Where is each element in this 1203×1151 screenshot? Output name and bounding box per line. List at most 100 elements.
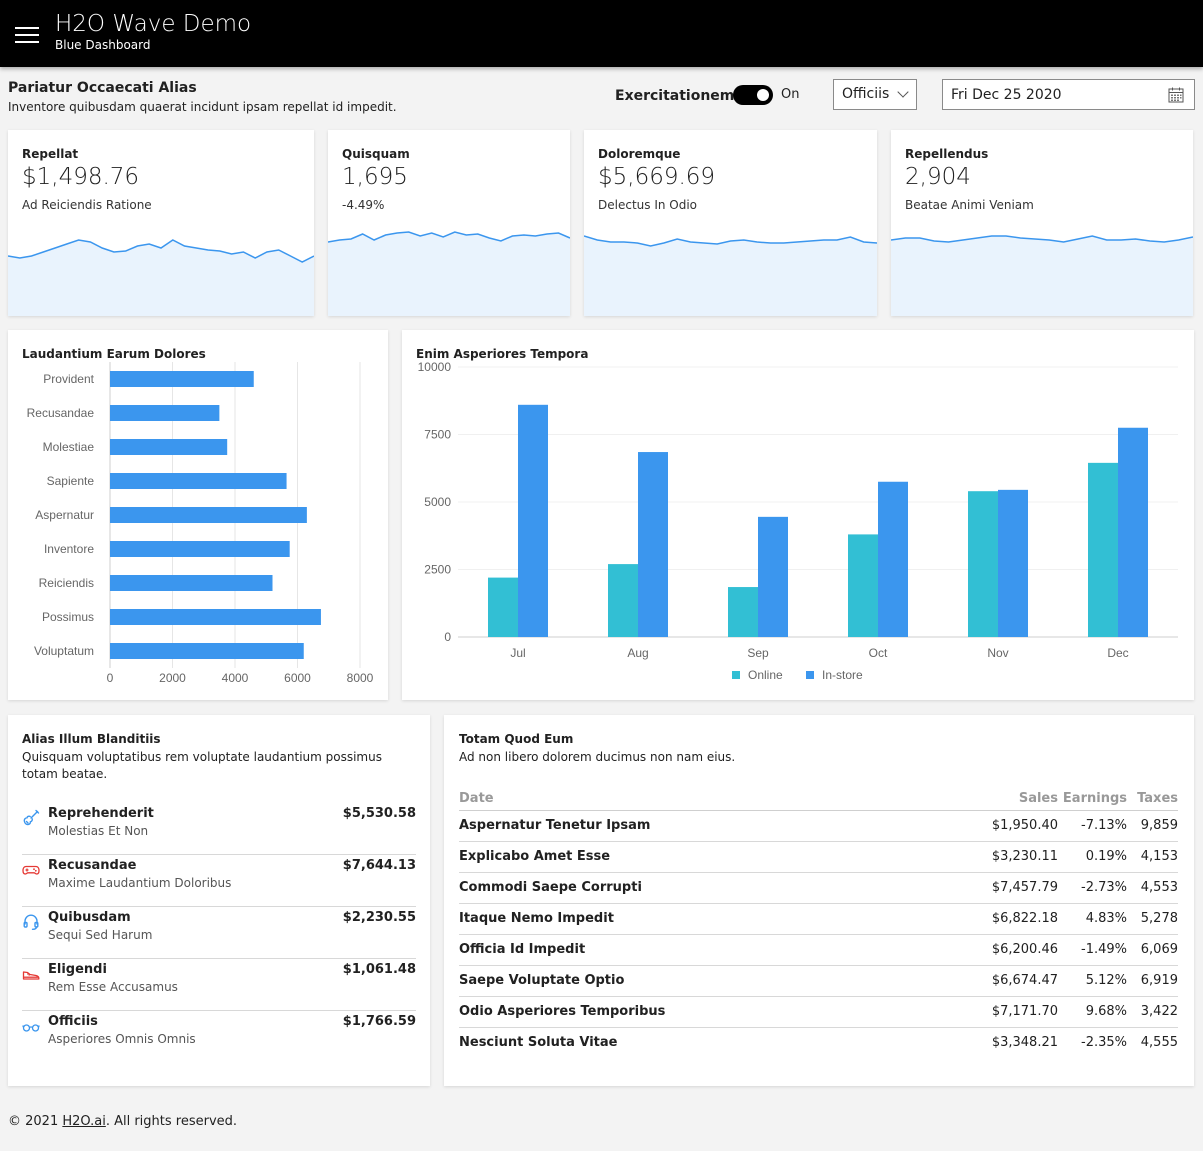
cell-earnings: -2.73%	[1058, 872, 1127, 904]
list-item[interactable]: Recusandae Maxime Laudantium Doloribus $…	[22, 855, 416, 907]
list-item[interactable]: Quibusdam Sequi Sed Harum $2,230.55	[22, 907, 416, 959]
bar[interactable]	[110, 371, 254, 387]
list-item[interactable]: Reprehenderit Molestias Et Non $5,530.58	[22, 803, 416, 855]
calendar-icon[interactable]	[1168, 87, 1184, 103]
y-tick-label: 5000	[424, 495, 451, 509]
list-item-caption: Sequi Sed Harum	[48, 928, 153, 942]
stat-card-doloremque: Doloremque $5,669.69 Delectus In Odio	[584, 130, 877, 316]
hbar-chart-card: Laudantium Earum Dolores 0 2000 4000 6000 80…	[8, 330, 388, 700]
stat-aux: Ad Reiciendis Ratione	[22, 198, 152, 212]
list-item-title: Quibusdam	[48, 910, 131, 925]
app-subtitle: Blue Dashboard	[55, 38, 151, 52]
cell-sales: $1,950.40	[968, 810, 1058, 842]
cell-earnings: 9.68%	[1058, 996, 1127, 1028]
list-item[interactable]: Eligendi Rem Esse Accusamus $1,061.48	[22, 959, 416, 1011]
bar-in-store[interactable]	[518, 404, 548, 637]
y-tick-label: Aspernatur	[35, 508, 94, 522]
bar-in-store[interactable]	[1118, 427, 1148, 637]
stat-value: $5,669.69	[598, 164, 716, 190]
bar-online[interactable]	[488, 577, 518, 637]
bar-online[interactable]	[848, 534, 878, 637]
list-item-title: Eligendi	[48, 962, 107, 977]
bar-in-store[interactable]	[638, 452, 668, 637]
hamburger-icon[interactable]	[15, 27, 39, 43]
footer-link[interactable]: H2O.ai	[62, 1114, 106, 1129]
app-title: H2O Wave Demo	[55, 11, 252, 37]
column-header-date[interactable]: Date	[459, 784, 968, 811]
bar[interactable]	[110, 439, 228, 455]
cell-earnings: 0.19%	[1058, 841, 1127, 873]
legend-label: In-store	[822, 668, 863, 682]
list-item-caption: Rem Esse Accusamus	[48, 980, 178, 994]
table-row[interactable]: Officia Id Impedit $6,200.46 -1.49% 6,069	[459, 934, 1178, 966]
cell-date: Nesciunt Soluta Vitae	[459, 1035, 618, 1051]
table-row[interactable]: Itaque Nemo Impedit $6,822.18 4.83% 5,278	[459, 903, 1178, 935]
sparkline-area	[584, 236, 877, 316]
bar[interactable]	[110, 507, 307, 523]
table-row[interactable]: Odio Asperiores Temporibus $7,171.70 9.68%…	[459, 996, 1178, 1028]
x-tick-label: Dec	[1107, 646, 1128, 660]
bar-in-store[interactable]	[878, 481, 908, 637]
column-header-sales[interactable]: Sales	[968, 784, 1058, 811]
headset-icon	[23, 914, 39, 930]
bar-in-store[interactable]	[758, 516, 788, 637]
table-row[interactable]: Nesciunt Soluta Vitae $3,348.21 -2.35% 4,55…	[459, 1027, 1178, 1058]
x-tick-label: 6000	[284, 671, 311, 685]
list-card-title: Alias Illum Blanditiis	[22, 732, 161, 746]
bar[interactable]	[110, 609, 321, 625]
bar[interactable]	[110, 473, 287, 489]
cell-earnings: -2.35%	[1081, 1035, 1127, 1051]
toggle-state: On	[781, 87, 800, 102]
column-header-taxes[interactable]: Taxes	[1127, 784, 1178, 811]
bar[interactable]	[110, 643, 304, 659]
table-row[interactable]: Commodi Saepe Corrupti $7,457.79 -2.73% 4,5…	[459, 872, 1178, 904]
sparkline-chart	[891, 235, 1193, 316]
cell-date: Officia Id Impedit	[459, 934, 968, 966]
cell-earnings: -1.49%	[1058, 934, 1127, 966]
footer-prefix: © 2021	[8, 1114, 63, 1129]
table-row[interactable]: Saepe Voluptate Optio $6,674.47 5.12% 6,919	[459, 965, 1178, 997]
date-picker[interactable]: Fri Dec 25 2020	[942, 79, 1195, 110]
bar-online[interactable]	[608, 564, 638, 637]
bar[interactable]	[110, 541, 290, 557]
game-controller-icon	[22, 865, 40, 875]
cell-date: Commodi Saepe Corrupti	[459, 872, 968, 904]
bar-online[interactable]	[1088, 462, 1118, 637]
list-item-value: $2,230.55	[342, 910, 416, 925]
y-tick-label: Possimus	[42, 610, 94, 624]
y-tick-label: Recusandae	[27, 406, 95, 420]
table-card: Totam Quod Eum Ad non libero dolorem duc…	[444, 715, 1194, 1086]
sparkline-area	[8, 240, 314, 316]
y-tick-label: Molestiae	[43, 440, 95, 454]
cell-sales: $6,200.46	[968, 934, 1058, 966]
column-header-earnings[interactable]: Earnings	[1058, 784, 1127, 811]
toggle-switch[interactable]	[733, 85, 773, 105]
bar-online[interactable]	[968, 491, 998, 637]
list-item-value: $7,644.13	[342, 858, 416, 873]
list-item-caption: Asperiores Omnis Omnis	[48, 1032, 196, 1046]
bar-online[interactable]	[728, 587, 758, 637]
chart-title: Enim Asperiores Tempora	[416, 347, 589, 361]
list-item-title: Officiis	[48, 1014, 98, 1029]
stat-value: $1,498.76	[22, 164, 140, 190]
sparkline-chart	[328, 231, 570, 316]
bar[interactable]	[110, 405, 220, 421]
app-header: H2O Wave Demo Blue Dashboard	[0, 0, 1203, 67]
stat-title: Repellat	[22, 147, 79, 161]
table-row[interactable]: Explicabo Amet Esse $3,230.11 0.19% 4,153	[459, 841, 1178, 873]
cell-taxes: 9,859	[1127, 810, 1178, 842]
cell-taxes: 4,153	[1127, 841, 1178, 873]
footer: © 2021 H2O.ai. All rights reserved.	[8, 1114, 237, 1129]
list-item-value: $1,061.48	[342, 962, 416, 977]
cell-date: Saepe Voluptate Optio	[459, 965, 968, 997]
officiis-dropdown[interactable]: Officiis	[833, 79, 917, 110]
bar[interactable]	[110, 575, 273, 591]
section-title: Pariatur Occaecati Alias	[8, 80, 197, 96]
sparkline-chart	[8, 239, 314, 316]
list-card: Alias Illum Blanditiis Quisquam voluptat…	[8, 715, 430, 1086]
stat-aux: Beatae Animi Veniam	[905, 198, 1034, 212]
list-item-caption: Molestias Et Non	[48, 824, 149, 838]
bar-in-store[interactable]	[998, 489, 1028, 637]
table-row[interactable]: Aspernatur Tenetur Ipsam $1,950.40 -7.13% 9…	[459, 810, 1178, 842]
list-item[interactable]: Officiis Asperiores Omnis Omnis $1,766.5…	[22, 1011, 416, 1063]
